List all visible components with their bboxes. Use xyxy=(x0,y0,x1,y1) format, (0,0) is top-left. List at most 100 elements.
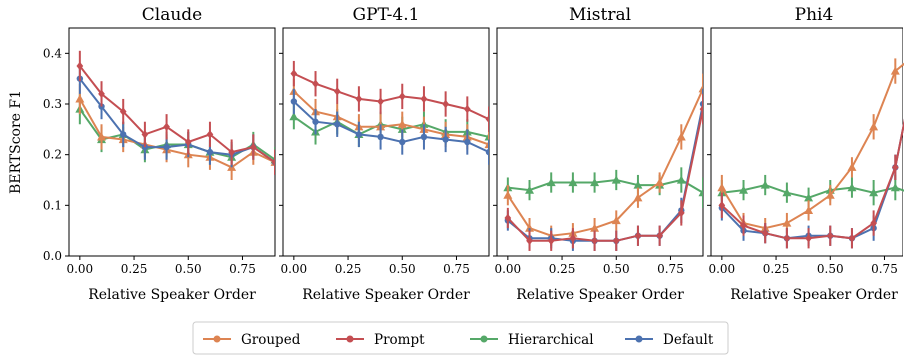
panel-title: GPT-4.1 xyxy=(353,5,420,25)
data-point xyxy=(804,193,814,202)
series-line-default xyxy=(721,118,904,240)
data-point xyxy=(611,175,621,184)
x-tick-label: 0.75 xyxy=(443,262,470,276)
x-tick-label: 0.75 xyxy=(657,262,684,276)
data-point xyxy=(526,236,533,245)
data-point xyxy=(98,103,105,110)
legend-swatch-marker xyxy=(346,335,354,343)
data-point xyxy=(397,119,407,128)
data-point xyxy=(464,138,471,146)
data-point xyxy=(782,218,792,227)
data-point xyxy=(698,188,703,197)
panel-0: Claude 0.0 0.1 0.2 0.3 0.4 0.00 0.25 0.50 0.75 Rel… xyxy=(43,5,276,303)
data-point xyxy=(312,79,319,88)
legend-item-default: Default xyxy=(625,332,714,348)
y-axis-label: BERTScore F1 xyxy=(8,90,24,194)
data-point xyxy=(870,218,877,228)
series-line-prompt xyxy=(79,65,275,164)
legend-swatch-marker xyxy=(635,335,643,343)
data-point xyxy=(484,132,489,141)
series-line-prompt xyxy=(507,108,703,242)
panel-title: Mistral xyxy=(569,5,631,25)
series-group xyxy=(717,58,904,249)
data-point xyxy=(442,136,449,143)
series-line-grouped xyxy=(506,88,703,237)
data-point xyxy=(289,112,299,121)
data-point xyxy=(420,94,428,104)
data-point xyxy=(699,104,703,114)
data-point xyxy=(717,183,727,192)
series-line-grouped xyxy=(720,62,904,230)
data-point xyxy=(847,162,857,171)
data-point xyxy=(591,236,598,245)
data-point xyxy=(249,142,257,152)
data-point xyxy=(805,234,812,243)
legend-box xyxy=(192,321,729,355)
panel-2: Mistral 0.00 0.25 0.50 0.75 Relative Speaker … xyxy=(493,5,704,303)
data-point xyxy=(590,223,600,232)
data-point xyxy=(333,87,341,96)
series-line-hierarchical xyxy=(293,115,489,138)
data-point xyxy=(485,115,489,124)
data-point xyxy=(377,133,384,141)
data-point xyxy=(655,178,665,187)
data-point xyxy=(590,178,600,187)
data-point xyxy=(633,180,643,189)
y-tick-label: 0.3 xyxy=(43,97,62,111)
x-tick-label: 0.00 xyxy=(708,262,735,276)
x-tick-label: 0.00 xyxy=(280,262,307,276)
series-group xyxy=(75,50,275,180)
data-point xyxy=(503,190,513,199)
data-point xyxy=(698,84,703,93)
legend-label: Grouped xyxy=(241,332,301,348)
data-point xyxy=(676,132,686,141)
x-tick-label: 0.75 xyxy=(871,262,898,276)
panel-1: GPT-4.1 0.00 0.25 0.50 0.75 Relative Speaker … xyxy=(279,5,490,303)
data-point xyxy=(569,234,577,243)
x-tick-label: 0.50 xyxy=(175,262,202,276)
series-group xyxy=(289,60,489,165)
data-point xyxy=(206,148,214,156)
legend-swatch-marker xyxy=(480,335,488,343)
data-point xyxy=(656,231,663,240)
data-point xyxy=(484,140,489,149)
data-point xyxy=(611,216,621,225)
data-point xyxy=(676,175,686,184)
panel-frame xyxy=(68,27,276,257)
x-axis-label: Relative Speaker Order xyxy=(730,287,898,303)
series-line-prompt xyxy=(721,118,904,240)
data-point xyxy=(869,188,879,197)
x-tick-label: 0.00 xyxy=(66,262,93,276)
series-line-prompt xyxy=(293,72,489,121)
data-point xyxy=(547,236,555,245)
data-point xyxy=(463,104,471,114)
x-axis-label: Relative Speaker Order xyxy=(516,287,684,303)
data-point xyxy=(633,193,643,202)
data-point xyxy=(312,118,319,125)
data-point xyxy=(782,188,792,197)
data-point xyxy=(75,94,85,103)
data-point xyxy=(377,97,384,106)
data-point xyxy=(891,163,899,172)
panel-frame xyxy=(282,27,490,257)
legend-swatch-marker xyxy=(213,335,221,343)
x-tick-label: 0.25 xyxy=(549,262,576,276)
panel-frame xyxy=(496,27,704,257)
data-point xyxy=(271,158,275,167)
data-point xyxy=(568,178,578,187)
data-point xyxy=(612,236,620,245)
y-tick-label: 0.1 xyxy=(43,198,62,212)
legend-label: Prompt xyxy=(374,332,425,348)
data-point xyxy=(525,185,535,194)
data-point xyxy=(334,121,341,128)
data-point xyxy=(761,229,769,238)
legend-item-prompt: Prompt xyxy=(336,332,425,348)
series-line-default xyxy=(293,100,489,154)
data-point xyxy=(141,130,149,139)
data-point xyxy=(677,208,685,218)
data-point xyxy=(485,148,489,156)
legend-item-grouped: Grouped xyxy=(203,332,301,348)
series-line-grouped xyxy=(78,98,275,169)
x-axis-label: Relative Speaker Order xyxy=(88,287,256,303)
